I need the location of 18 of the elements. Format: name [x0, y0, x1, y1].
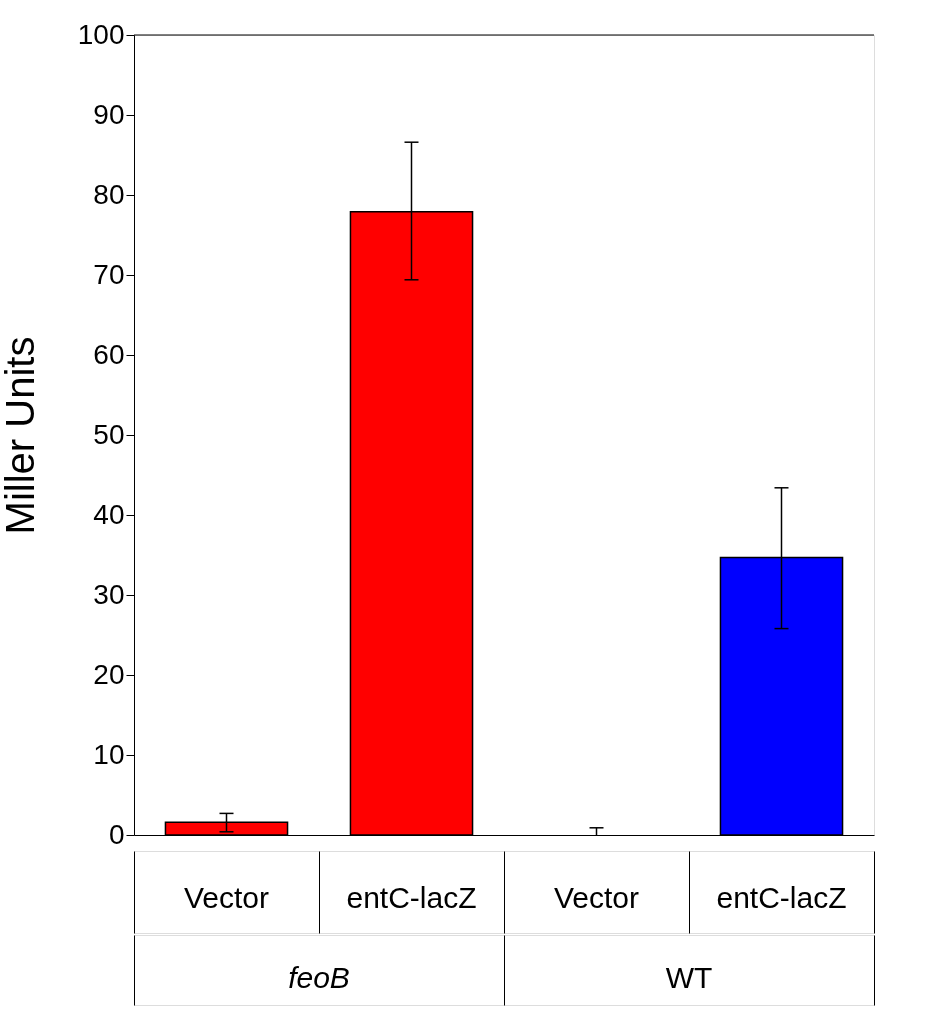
y-tick-label: 90	[93, 98, 125, 130]
x-tick-label: entC-lacZ	[346, 881, 477, 914]
y-tick-label: 100	[77, 18, 125, 50]
x-tick-label: Vector	[553, 881, 640, 914]
y-tick-label: 70	[93, 258, 125, 290]
y-tick-label: 20	[93, 658, 125, 690]
text: WT	[665, 961, 713, 994]
y-tick-label: 10	[93, 738, 125, 770]
x-tick-label: entC-lacZ	[716, 881, 847, 914]
y-axis-title: Miller Units	[0, 336, 42, 535]
y-tick-label: 40	[93, 498, 125, 530]
x-tick-label: Vector	[183, 881, 270, 914]
y-tick-label: 50	[93, 418, 125, 450]
y-tick-label: 80	[93, 178, 125, 210]
y-tick-label: 30	[93, 578, 125, 610]
text: feoB	[288, 961, 350, 994]
y-tick-label: 60	[93, 338, 125, 370]
y-tick-label: 0	[108, 818, 125, 850]
